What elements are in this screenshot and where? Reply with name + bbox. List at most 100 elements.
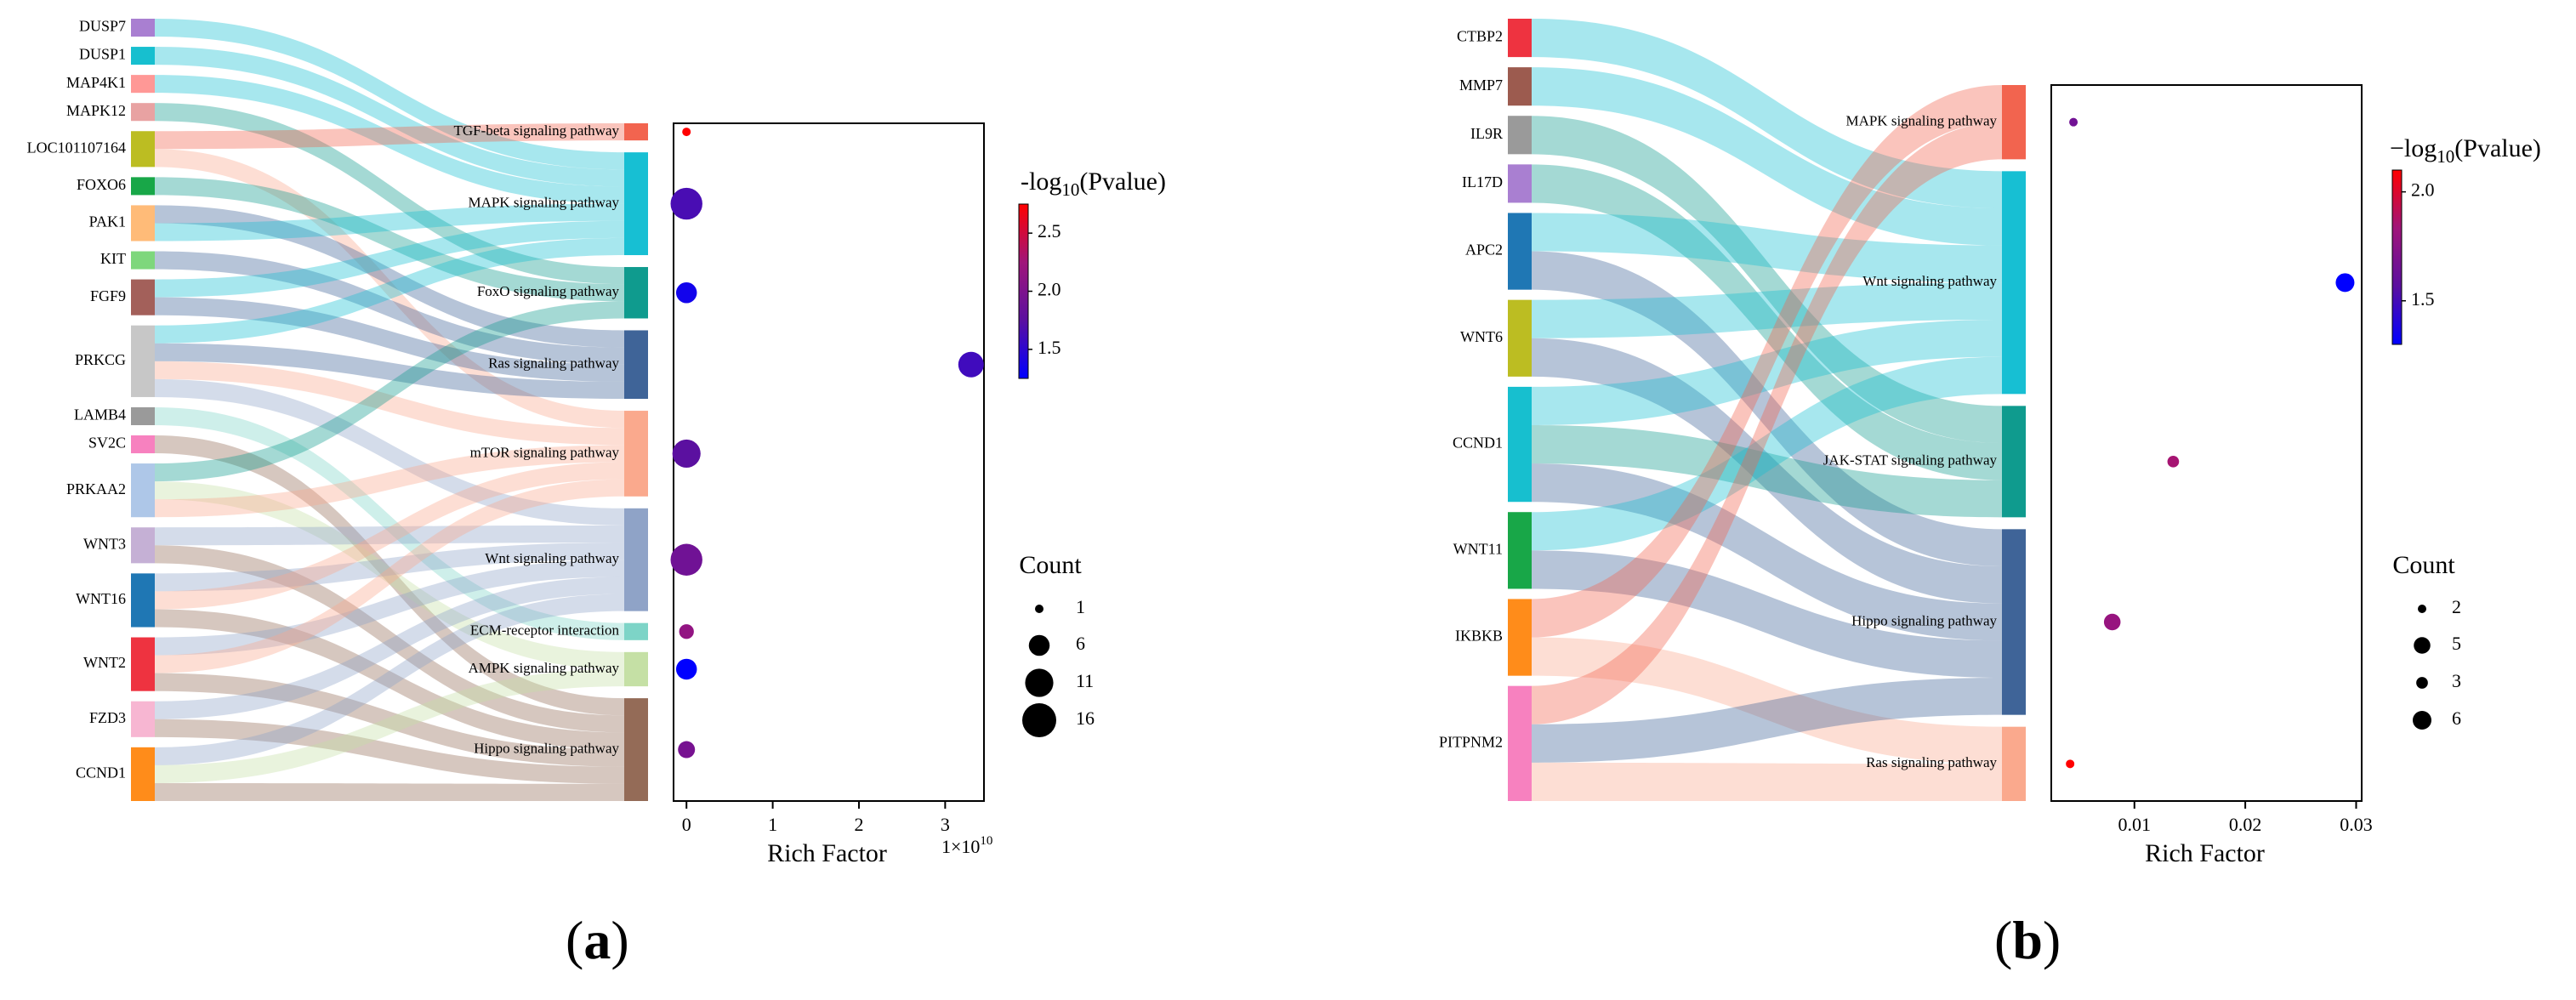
sankey-link-ctbp2-to-wnt-signaling-pathway — [1532, 19, 2002, 208]
sankey-link-fgf9-to-ras-signaling-pathway — [155, 297, 624, 382]
x-axis-multiplier-base: 1×10 — [941, 836, 980, 857]
gene-label-ccnd1: CCND1 — [1453, 435, 1503, 452]
gene-node-fzd3 — [131, 701, 155, 737]
gene-label-pak1: PAK1 — [89, 213, 126, 230]
scatter-point-wnt-signaling-pathway — [670, 543, 702, 576]
gene-label-pitpnm2: PITPNM2 — [1439, 733, 1503, 750]
sankey-link-wnt16-to-wnt-signaling-pathway — [155, 543, 624, 592]
pathway-node-mapk-signaling-pathway — [2002, 85, 2026, 160]
gene-node-prkcg — [131, 325, 155, 397]
gene-node-wnt11 — [1508, 512, 1532, 589]
gene-node-fgf9 — [131, 279, 155, 315]
scatter-point-ras-signaling-pathway — [2066, 759, 2075, 769]
sankey-link-prkcg-to-mapk-signaling-pathway — [155, 237, 624, 344]
size-legend-dot — [2418, 605, 2426, 613]
gene-label-sv2c: SV2C — [88, 435, 126, 452]
size-legend-label: 6 — [2452, 707, 2461, 729]
x-axis-title: Rich Factor — [767, 839, 887, 867]
gene-label-ikbkb: IKBKB — [1455, 628, 1503, 645]
sankey-link-il17d-to-jak-stat-signaling-pathway — [1532, 164, 2002, 480]
sankey-link-ikbkb-to-mapk-signaling-pathway — [1532, 85, 2002, 638]
pathway-node-hippo-signaling-pathway — [2002, 529, 2026, 715]
colorbar-bar — [2391, 169, 2403, 345]
pathway-label-wnt-signaling-pathway: Wnt signaling pathway — [1862, 273, 1997, 289]
panel-label-close: ) — [2043, 910, 2061, 970]
sankey-link-prkcg-to-mtor-signaling-pathway — [155, 361, 624, 446]
sankey-link-loc101107164-to-tgf-beta-signaling-pathway — [155, 123, 624, 150]
panel-label-letter: b — [2012, 910, 2043, 970]
pathway-label-mapk-signaling-pathway: MAPK signaling pathway — [1845, 113, 1997, 129]
size-legend: Count 2 5 3 6 — [2392, 551, 2461, 730]
gene-node-wnt16 — [131, 573, 155, 628]
plot-frame — [2050, 84, 2363, 802]
scatter-point-hippo-signaling-pathway — [2103, 613, 2121, 631]
pathway-label-hippo-signaling-pathway: Hippo signaling pathway — [1851, 612, 1997, 628]
gene-label-prkaa2: PRKAA2 — [66, 480, 126, 497]
sankey-link-apc2-to-hippo-signaling-pathway — [1532, 251, 2002, 566]
sankey-link-pitpnm2-to-ras-signaling-pathway — [1532, 762, 2002, 801]
sankey-link-ccnd1-to-wnt-signaling-pathway — [1532, 320, 2002, 425]
pathway-node-ampk-signaling-pathway — [624, 651, 648, 687]
sankey-link-fzd3-to-hippo-signaling-pathway — [155, 719, 624, 784]
colorbar-title-subscript: 10 — [1061, 179, 1079, 200]
colorbar-title-suffix: (Pvalue) — [1079, 168, 1166, 196]
size-legend-dot — [1028, 634, 1050, 656]
pathway-label-hippo-signaling-pathway: Hippo signaling pathway — [474, 740, 619, 756]
gene-label-wnt16: WNT16 — [76, 590, 126, 607]
colorbar: −log10(Pvalue) 1.5 2.0 — [2390, 134, 2541, 345]
gene-label-lamb4: LAMB4 — [74, 406, 126, 423]
sankey-links — [155, 19, 624, 801]
gene-nodes: DUSP7 DUSP1 MAP4K1 MAPK12 LOC101107164 FOXO6 P… — [27, 18, 155, 801]
pathway-label-jak-stat-signaling-pathway: JAK-STAT signaling pathway — [1823, 452, 1998, 469]
sankey-link-fzd3-to-wnt-signaling-pathway — [155, 577, 624, 719]
gene-label-mapk12: MAPK12 — [66, 102, 126, 119]
size-legend-dot — [2416, 677, 2428, 689]
colorbar-title: -log10(Pvalue) — [1021, 168, 1166, 200]
colorbar-tick-label: 2.0 — [2411, 179, 2435, 201]
sankey-link-wnt11-to-wnt-signaling-pathway — [1532, 356, 2002, 551]
gene-label-ctbp2: CTBP2 — [1457, 28, 1503, 45]
pathway-label-mapk-signaling-pathway: MAPK signaling pathway — [468, 194, 619, 210]
gene-node-wnt6 — [1508, 299, 1532, 377]
scatter-point-mapk-signaling-pathway — [670, 187, 702, 220]
scatter-point-ampk-signaling-pathway — [675, 658, 697, 680]
gene-label-dusp7: DUSP7 — [79, 18, 126, 35]
x-tick-label: 0.03 — [2340, 814, 2373, 835]
colorbar: -log10(Pvalue) 1.5 2.0 2.5 — [1018, 168, 1166, 379]
sankey-link-ccnd1-to-hippo-signaling-pathway — [1532, 463, 2002, 641]
colorbar-title-prefix: -log — [1021, 168, 1061, 196]
size-legend-dot — [2413, 711, 2431, 730]
sankey-link-fgf9-to-mapk-signaling-pathway — [155, 220, 624, 298]
gene-label-il9r: IL9R — [1470, 125, 1503, 142]
panel-b: CTBP2 MMP7 IL9R IL17D APC2 WNT6 CCND1 WNT11 IKBK… — [1439, 19, 2541, 970]
colorbar-bar — [1018, 203, 1029, 379]
panel-label-open: ( — [1994, 910, 2012, 970]
sankey-link-dusp1-to-mapk-signaling-pathway — [155, 47, 624, 187]
size-legend-label: 16 — [1076, 707, 1095, 729]
pathway-node-jak-stat-signaling-pathway — [2002, 406, 2026, 518]
sankey-link-ccnd1-to-hippo-signaling-pathway — [155, 782, 624, 801]
x-tick-label: 1 — [768, 814, 777, 835]
panel-label: (b) — [1994, 910, 2061, 970]
scatter-point-hippo-signaling-pathway — [678, 741, 696, 759]
gene-label-map4k1: MAP4K1 — [66, 74, 126, 91]
size-legend-label: 11 — [1076, 670, 1094, 691]
gene-node-pitpnm2 — [1508, 685, 1532, 801]
colorbar-tick-label: 2.5 — [1038, 220, 1061, 241]
pathway-label-ras-signaling-pathway: Ras signaling pathway — [1866, 754, 1997, 770]
size-legend-label: 5 — [2452, 633, 2461, 654]
pathway-nodes: TGF-beta signaling pathway MAPK signaling… — [453, 122, 648, 801]
pathway-label-tgf-beta-signaling-pathway: TGF-beta signaling pathway — [453, 122, 619, 139]
scatter-point-mtor-signaling-pathway — [672, 439, 701, 469]
panel-label-letter: a — [583, 910, 611, 970]
gene-node-ctbp2 — [1508, 19, 1532, 58]
plot-frame — [673, 122, 985, 802]
sankey-link-wnt16-to-mtor-signaling-pathway — [155, 462, 624, 610]
x-axis-multiplier: 1×1010 — [941, 834, 992, 857]
gene-node-ccnd1 — [131, 747, 155, 801]
x-tick-label: 3 — [941, 814, 950, 835]
sankey-links — [1532, 19, 2002, 801]
sankey-link-wnt3-to-hippo-signaling-pathway — [155, 545, 624, 733]
sankey-link-kit-to-ras-signaling-pathway — [155, 251, 624, 365]
sankey-link-foxo6-to-foxo-signaling-pathway — [155, 177, 624, 302]
